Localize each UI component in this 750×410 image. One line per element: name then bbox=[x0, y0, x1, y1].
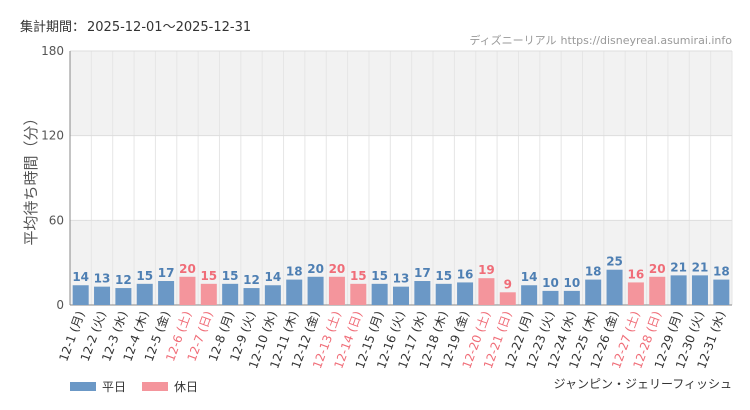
bar bbox=[478, 278, 495, 305]
bar-value-label: 21 bbox=[670, 260, 687, 274]
bar-value-label: 19 bbox=[478, 263, 495, 277]
bar-value-label: 18 bbox=[286, 265, 303, 279]
bar bbox=[563, 290, 580, 305]
y-tick-label: 0 bbox=[56, 298, 64, 312]
bar-value-label: 15 bbox=[136, 269, 153, 283]
bar bbox=[691, 275, 708, 305]
site-url: https://disneyreal.asumirai.info bbox=[560, 34, 732, 47]
bar-value-label: 21 bbox=[692, 260, 709, 274]
site-credit: ディズニーリアル https://disneyreal.asumirai.info bbox=[469, 32, 732, 48]
attraction-name: ジャンピン・ジェリーフィッシュ bbox=[553, 377, 732, 391]
legend-swatch-holiday bbox=[142, 382, 169, 391]
bar bbox=[670, 275, 687, 305]
legend-label-holiday: 休日 bbox=[174, 380, 199, 394]
bar bbox=[72, 285, 89, 305]
bar bbox=[457, 282, 474, 305]
bar bbox=[606, 269, 623, 305]
bar-value-label: 13 bbox=[94, 272, 111, 286]
grid-band bbox=[70, 51, 732, 136]
bar-value-label: 17 bbox=[414, 266, 431, 280]
bar-value-label: 14 bbox=[72, 270, 89, 284]
bar bbox=[350, 283, 367, 305]
bar bbox=[393, 286, 409, 305]
period-value: 2025-12-01～2025-12-31 bbox=[87, 20, 252, 35]
bar bbox=[307, 276, 324, 305]
bar bbox=[435, 283, 452, 305]
bar-value-label: 18 bbox=[585, 265, 602, 279]
bar-value-label: 18 bbox=[713, 265, 730, 279]
y-tick-label: 60 bbox=[49, 213, 64, 227]
y-tick-label: 180 bbox=[41, 44, 64, 58]
legend-item-holiday: 休日 bbox=[142, 378, 198, 395]
legend-label-weekday: 平日 bbox=[102, 380, 127, 394]
bar-value-label: 9 bbox=[504, 277, 512, 291]
bar bbox=[200, 283, 217, 305]
bar-value-label: 20 bbox=[179, 262, 196, 276]
bar bbox=[222, 283, 239, 305]
bar-value-label: 14 bbox=[265, 270, 282, 284]
bar bbox=[542, 290, 559, 305]
bar-value-label: 20 bbox=[329, 262, 346, 276]
bar bbox=[499, 292, 516, 305]
bar-value-label: 20 bbox=[649, 262, 666, 276]
bar-value-label: 15 bbox=[222, 269, 239, 283]
bar bbox=[649, 276, 666, 305]
bar-value-label: 25 bbox=[606, 255, 623, 269]
bar bbox=[371, 283, 388, 305]
legend-swatch-weekday bbox=[70, 382, 96, 391]
bar bbox=[713, 279, 730, 305]
bar-value-label: 10 bbox=[563, 276, 580, 290]
bar-value-label: 14 bbox=[521, 270, 538, 284]
bar-value-label: 13 bbox=[393, 272, 410, 286]
bar bbox=[286, 279, 303, 305]
bar-value-label: 20 bbox=[307, 262, 324, 276]
site-name: ディズニーリアル bbox=[469, 34, 557, 47]
bar-value-label: 12 bbox=[243, 273, 260, 287]
bar bbox=[115, 288, 132, 305]
bar bbox=[414, 281, 431, 305]
bar-value-label: 12 bbox=[115, 273, 132, 287]
bar-value-label: 16 bbox=[457, 267, 474, 281]
y-tick-label: 120 bbox=[41, 129, 64, 143]
bar-value-label: 15 bbox=[371, 269, 388, 283]
chart-legend: 平日 休日 bbox=[70, 378, 214, 395]
bar bbox=[179, 276, 196, 305]
legend-item-weekday: 平日 bbox=[70, 378, 126, 395]
bar bbox=[521, 285, 538, 305]
bar-value-label: 17 bbox=[158, 266, 175, 280]
bar bbox=[136, 283, 153, 305]
bar bbox=[158, 281, 175, 305]
bar bbox=[328, 276, 345, 305]
bar-value-label: 15 bbox=[350, 269, 367, 283]
bar bbox=[243, 288, 260, 305]
y-axis-title: 平均待ち時間（分） bbox=[22, 110, 40, 245]
bar bbox=[627, 282, 644, 305]
aggregation-period: 集計期間： 2025-12-01～2025-12-31 bbox=[20, 16, 253, 35]
period-label: 集計期間： bbox=[20, 20, 86, 35]
bar bbox=[585, 279, 602, 305]
bar-value-label: 15 bbox=[200, 269, 217, 283]
bar-value-label: 16 bbox=[628, 267, 645, 281]
bar bbox=[94, 286, 111, 305]
bar-value-label: 15 bbox=[435, 269, 452, 283]
bar-value-label: 10 bbox=[542, 276, 559, 290]
bar bbox=[264, 285, 281, 305]
